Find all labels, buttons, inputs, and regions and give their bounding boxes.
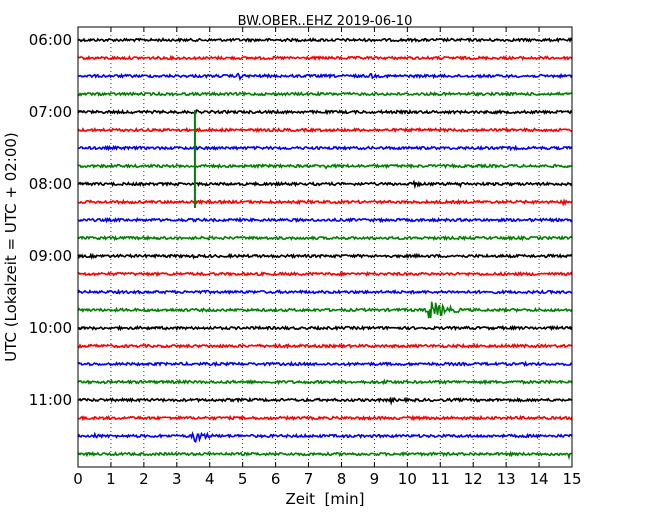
x-axis-ticks: 0 1 2 3 4 5 6 7 8 9 10 11 12 13 14 15 (73, 27, 582, 488)
trace-1145 (77, 450, 573, 461)
trace-0900 (77, 252, 573, 260)
x-axis-label: Zeit [min] (285, 490, 364, 508)
trace-1030 (77, 360, 573, 368)
trace-0645 (77, 90, 573, 97)
y-tick-label: 08:00 (29, 175, 72, 193)
trace-1115 (78, 414, 573, 422)
x-tick-label: 14 (530, 470, 549, 488)
x-tick-label: 13 (497, 470, 516, 488)
trace-0945 (77, 301, 573, 319)
trace-0615 (77, 54, 573, 62)
y-tick-label: 11:00 (29, 391, 72, 409)
trace-0630 (77, 72, 573, 82)
plot-frame (77, 26, 573, 468)
trace-0915 (77, 270, 573, 278)
trace-1000 (77, 324, 573, 332)
y-tick-label: 06:00 (29, 31, 72, 49)
y-tick-label: 09:00 (29, 247, 72, 265)
trace-0600 (77, 37, 573, 44)
x-tick-label: 11 (431, 470, 450, 488)
x-tick-label: 7 (304, 470, 314, 488)
trace-0845 (77, 234, 573, 242)
x-tick-label: 8 (337, 470, 347, 488)
x-tick-label: 2 (139, 470, 149, 488)
y-axis-ticks: 06:00 07:00 08:00 09:00 10:00 11:00 (29, 31, 572, 409)
trace-1015 (77, 342, 573, 350)
trace-0815 (77, 198, 573, 207)
trace-1045 (77, 378, 573, 386)
y-axis-label: UTC (Lokalzeit = UTC + 02:00) (2, 132, 20, 362)
y-tick-label: 10:00 (29, 319, 72, 337)
x-tick-label: 3 (172, 470, 182, 488)
chart-title: BW.OBER..EHZ 2019-06-10 (238, 14, 413, 29)
seismogram-traces (77, 37, 573, 461)
y-tick-label: 07:00 (29, 103, 72, 121)
x-tick-label: 4 (205, 470, 215, 488)
x-tick-label: 10 (398, 470, 417, 488)
trace-0745 (77, 162, 573, 170)
x-tick-label: 0 (73, 470, 83, 488)
x-tick-label: 12 (464, 470, 483, 488)
trace-0730 (77, 144, 573, 152)
x-tick-label: 5 (238, 470, 248, 488)
grid-lines (110, 27, 540, 467)
trace-0715 (77, 126, 572, 134)
trace-1100 (77, 396, 573, 406)
trace-1130 (77, 431, 573, 444)
trace-0700 (77, 108, 573, 116)
trace-0830 (77, 216, 573, 224)
x-tick-label: 15 (562, 470, 581, 488)
trace-0930 (77, 288, 573, 296)
x-tick-label: 9 (370, 470, 380, 488)
x-tick-label: 6 (271, 470, 281, 488)
x-tick-label: 1 (106, 470, 116, 488)
trace-0800 (77, 179, 573, 190)
